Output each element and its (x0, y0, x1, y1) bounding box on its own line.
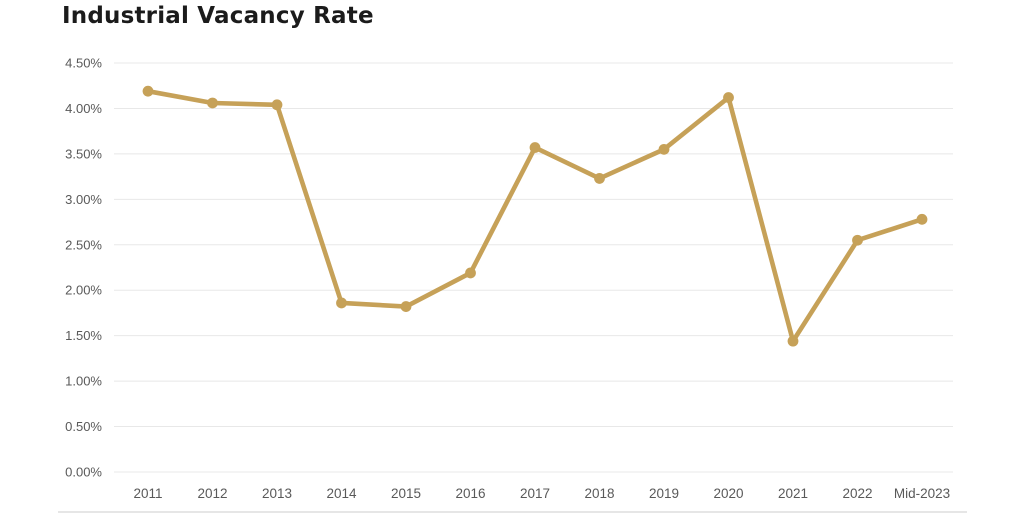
data-point-Mid-2023 (916, 213, 928, 225)
x-axis-tick-label: 2020 (713, 486, 743, 501)
x-axis-tick-label: 2015 (391, 486, 421, 501)
y-axis-tick-label: 2.00% (65, 283, 102, 298)
y-axis-tick-label: 0.50% (65, 419, 102, 434)
x-axis-tick-label: 2018 (584, 486, 614, 501)
data-point-2012 (207, 97, 218, 109)
y-axis-tick-label: 3.50% (65, 146, 102, 161)
y-axis-tick-label: 4.50% (65, 56, 102, 71)
x-axis-tick-label: 2014 (326, 486, 357, 501)
data-point-2021 (787, 335, 799, 347)
y-axis-tick-label: 2.50% (65, 237, 102, 252)
data-point-2013 (271, 99, 283, 111)
x-axis-tick-label: 2013 (262, 486, 292, 501)
data-point-2018 (594, 173, 605, 184)
data-point-2019 (658, 143, 670, 155)
x-axis-tick-label: 2011 (133, 486, 162, 501)
data-point-2015 (400, 301, 412, 312)
y-axis-tick-label: 3.00% (65, 192, 102, 207)
x-axis-tick-label: 2022 (842, 486, 872, 501)
data-point-2014 (336, 297, 347, 309)
vacancy-rate-line (145, 88, 925, 344)
x-axis-tick-label: 2019 (649, 486, 679, 501)
x-axis-tick-label: Mid-2023 (894, 486, 950, 501)
x-axis-tick-label: 2017 (520, 486, 550, 501)
data-point-2011 (142, 85, 154, 97)
y-axis-tick-label: 1.50% (65, 328, 102, 343)
data-point-2016 (465, 267, 476, 279)
x-axis-tick-label: 2016 (455, 486, 485, 501)
y-axis-tick-label: 4.00% (65, 101, 102, 116)
y-axis-tick-label: 1.00% (65, 374, 102, 389)
x-axis-tick-label: 2021 (778, 486, 808, 501)
chart-title: Industrial Vacancy Rate (62, 3, 374, 29)
data-point-2017 (529, 142, 541, 153)
y-axis-tick-label: 0.00% (65, 465, 102, 480)
data-point-2022 (852, 234, 863, 246)
data-point-2020 (723, 92, 734, 103)
x-axis-tick-label: 2012 (197, 486, 227, 501)
